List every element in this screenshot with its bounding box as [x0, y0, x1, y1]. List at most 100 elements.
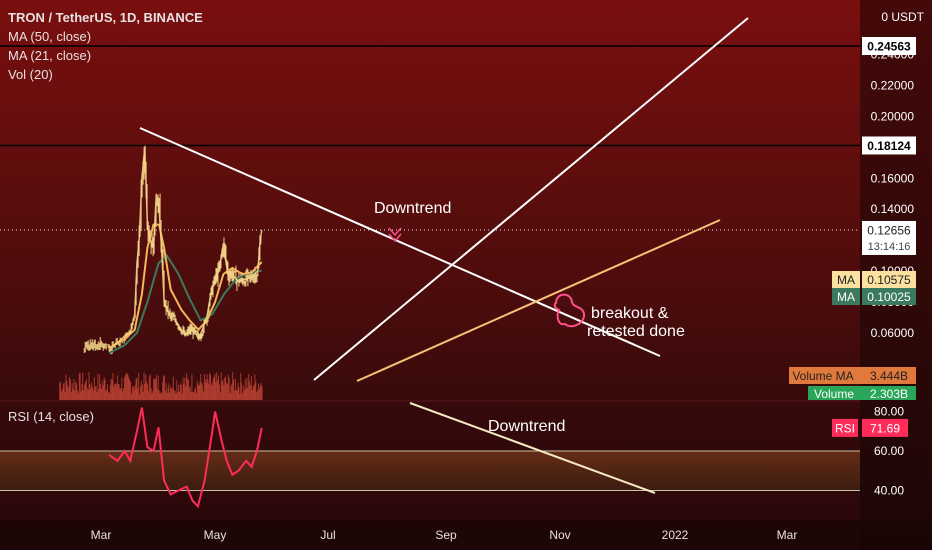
volume-bar — [93, 376, 95, 400]
volume-bar — [203, 391, 204, 400]
volume-bar — [210, 384, 212, 400]
volume-bar — [145, 374, 147, 400]
volume-bar — [170, 386, 172, 400]
support-trend-line[interactable] — [356, 219, 721, 382]
price-level-badge[interactable] — [862, 37, 916, 55]
volume-bar — [156, 388, 158, 400]
volume-bar — [154, 378, 156, 400]
volume-bar — [209, 372, 211, 400]
volume-badge[interactable] — [808, 386, 916, 400]
volume-bar — [95, 386, 97, 400]
symbol-title[interactable]: TRON / TetherUS, 1D, BINANCE — [8, 10, 203, 25]
ma21-tag[interactable] — [832, 271, 860, 288]
indicator-ma21[interactable]: MA (21, close) — [8, 48, 92, 63]
downtrend-line[interactable] — [139, 127, 661, 357]
volume-bar — [199, 382, 201, 400]
volume-bar — [100, 388, 102, 400]
rsi-value: 71.69 — [870, 421, 900, 435]
current-price-badge[interactable] — [862, 220, 916, 255]
volume-bar — [211, 383, 213, 400]
volume-bar — [69, 376, 70, 400]
volume-bar — [237, 382, 239, 400]
rsi-tag-label: RSI — [835, 421, 855, 435]
volume-bar — [163, 375, 165, 400]
ma21-line[interactable] — [108, 223, 263, 350]
volume-bar — [218, 384, 220, 400]
price-tick-label: 0.22000 — [871, 79, 915, 93]
volume-ma-label: Volume MA — [792, 369, 853, 383]
volume-bar — [256, 392, 258, 400]
volume-bar — [60, 381, 62, 400]
volume-bar — [222, 379, 224, 400]
volume-bar — [221, 381, 223, 400]
ma50-tag-label: MA — [837, 290, 855, 304]
price-axis-unit[interactable]: 0 USDT — [881, 10, 924, 24]
volume-bar — [126, 373, 128, 400]
volume-bar — [61, 388, 63, 400]
volume-bar — [90, 388, 92, 400]
volume-bar — [185, 386, 187, 400]
volume-bar — [168, 383, 170, 400]
volume-bar — [143, 372, 145, 400]
volume-bar — [257, 390, 259, 400]
price-level-badge-label: 0.24563 — [867, 40, 911, 54]
rsi-value-badge[interactable] — [862, 418, 908, 437]
ma50-value: 0.10025 — [867, 290, 911, 304]
volume-bar — [181, 393, 183, 400]
volume-bar — [212, 378, 214, 400]
volume-bar — [86, 387, 88, 400]
volume-bar — [167, 387, 169, 400]
volume-bar — [244, 379, 246, 400]
volume-bar — [207, 379, 209, 400]
volume-bar — [102, 385, 104, 400]
volume-bar — [250, 375, 252, 400]
volume-ma-badge[interactable] — [789, 367, 916, 384]
rsi-downtrend-line[interactable] — [409, 402, 656, 494]
volume-bar — [202, 384, 204, 400]
volume-bar — [140, 386, 141, 400]
uptrend-channel-line[interactable] — [313, 17, 749, 381]
ma50-line[interactable] — [108, 253, 262, 354]
volume-bar — [107, 384, 109, 400]
price-series-line[interactable] — [108, 147, 263, 352]
volume-bar — [88, 372, 90, 400]
price-level-badge[interactable] — [862, 136, 916, 155]
volume-bar — [108, 392, 110, 400]
volume-bar — [69, 379, 71, 400]
volume-bar — [91, 381, 93, 400]
volume-bar — [130, 381, 132, 400]
rsi-line[interactable] — [108, 407, 263, 509]
volume-bar — [236, 389, 238, 400]
volume-bar — [188, 388, 190, 400]
volume-bar — [161, 393, 163, 400]
volume-bar — [182, 377, 184, 400]
ma50-value-badge[interactable] — [862, 288, 916, 305]
rsi-legend[interactable]: RSI (14, close) — [8, 409, 94, 424]
ma21-value: 0.10575 — [867, 273, 911, 287]
ma21-value-badge[interactable] — [862, 271, 916, 288]
volume-bar — [180, 384, 182, 400]
rsi-tag[interactable] — [832, 418, 858, 437]
volume-bar — [229, 392, 231, 400]
bar-countdown: 13:14:16 — [868, 241, 911, 253]
volume-bar — [133, 389, 135, 400]
volume-bar — [225, 376, 227, 400]
volume-bar — [104, 379, 106, 400]
volume-bar — [242, 385, 244, 400]
volume-bar — [233, 379, 235, 400]
indicator-volume[interactable]: Vol (20) — [8, 67, 53, 82]
volume-bar — [74, 390, 76, 400]
volume-bar — [125, 372, 127, 400]
indicator-ma50[interactable]: MA (50, close) — [8, 29, 92, 44]
volume-bar — [174, 390, 176, 400]
volume-bar — [198, 385, 200, 400]
volume-bar — [123, 388, 125, 400]
volume-bar — [201, 382, 203, 400]
volume-bar — [173, 390, 175, 400]
volume-label: Volume — [814, 387, 854, 401]
volume-bar — [82, 372, 84, 400]
downtrend-annotation: Downtrend — [374, 200, 451, 217]
ma50-tag[interactable] — [832, 288, 860, 305]
